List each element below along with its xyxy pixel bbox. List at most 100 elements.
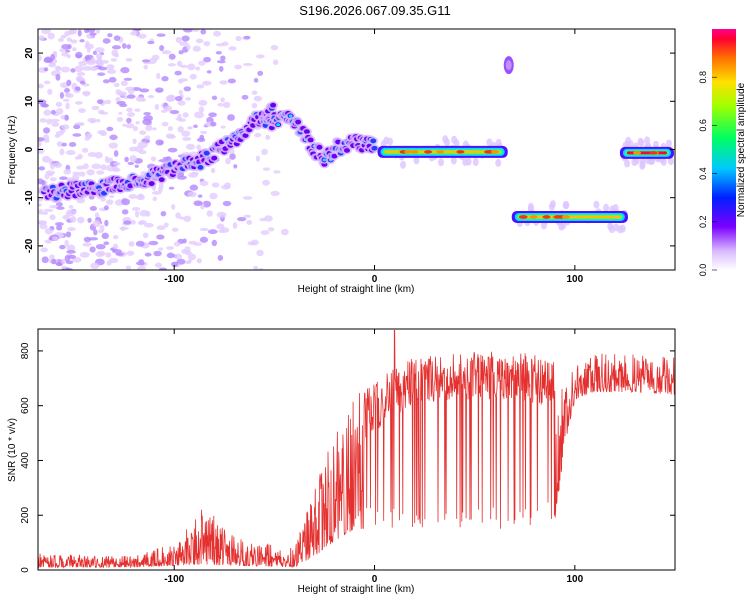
spectrogram-band-hotspot — [561, 215, 570, 219]
spectrogram-noise — [89, 66, 99, 72]
spectrogram-noise — [267, 227, 275, 232]
spectrogram-noise — [141, 59, 151, 63]
spectrogram-noise — [93, 229, 98, 236]
spectrogram-noise — [76, 72, 86, 76]
spectrogram-noise — [79, 80, 86, 85]
spectrogram-noise — [144, 252, 152, 257]
spectrogram-noise — [44, 228, 53, 235]
spectrogram-noise — [141, 98, 146, 102]
spectrogram-noise — [92, 50, 97, 56]
spectrogram-noise — [122, 123, 127, 127]
spectrogram-noise — [171, 227, 179, 232]
spectrogram-trace-cell — [303, 129, 310, 135]
spectrogram-noise — [89, 32, 97, 36]
spectrogram-noise — [74, 86, 81, 91]
spectrogram-noise — [137, 33, 147, 39]
spectrogram-noise — [47, 88, 53, 96]
spectrogram-x-tick-label: 100 — [566, 274, 583, 285]
spectrogram-noise — [264, 215, 273, 222]
spectrogram-noise — [163, 222, 169, 228]
spectrogram-band-hotspot — [553, 215, 562, 219]
spectrogram-noise — [206, 210, 213, 217]
spectrogram-noise — [220, 97, 225, 103]
spectrogram-noise — [167, 126, 173, 131]
spectrogram-noise — [113, 150, 119, 157]
spectrogram-noise — [183, 29, 193, 33]
spectrogram-noise — [199, 180, 209, 187]
spectrogram-noise — [158, 186, 164, 193]
spectrogram-noise — [66, 37, 72, 42]
spectrogram-noise — [59, 244, 66, 250]
spectrogram-noise — [105, 252, 112, 258]
spectrogram-noise — [143, 64, 149, 70]
spectrogram-noise — [260, 230, 270, 236]
spectrogram-noise — [101, 59, 110, 64]
spectrogram-noise — [154, 87, 164, 93]
spectrogram-noise — [56, 206, 65, 210]
spectrogram-noise — [91, 163, 102, 170]
spectrogram-noise — [241, 94, 249, 100]
snr-y-tick-label: 800 — [20, 342, 31, 359]
spectrogram-noise — [125, 265, 132, 270]
spectrogram-noise — [101, 232, 109, 240]
spectrogram-noise — [66, 244, 76, 252]
spectrogram-noise — [55, 107, 64, 115]
spectrogram-noise — [139, 130, 147, 135]
spectrogram-noise — [65, 49, 71, 53]
spectrogram-noise — [166, 252, 175, 259]
spectrogram-noise — [185, 97, 192, 101]
spectrogram-noise — [179, 41, 189, 47]
spectrogram-band-hotspot — [456, 150, 465, 154]
spectrogram-noise — [63, 168, 72, 175]
spectrogram-noise — [235, 35, 242, 42]
spectrogram-noise — [218, 65, 224, 72]
spectrogram-noise — [89, 205, 98, 211]
spectrogram-y-tick-label: -20 — [24, 238, 35, 253]
spectrogram-noise — [171, 261, 179, 267]
spectrogram-noise — [110, 58, 118, 62]
spectrogram-trace-cell — [270, 102, 277, 108]
spectrogram-noise — [43, 127, 51, 134]
spectrogram-noise — [181, 130, 191, 137]
spectrogram-band-hotspot — [436, 150, 445, 154]
spectrogram-noise — [224, 182, 231, 189]
spectrogram-noise — [179, 64, 189, 69]
spectrogram-trace-cell — [331, 153, 338, 159]
spectrogram-noise — [166, 246, 175, 250]
spectrogram-noise — [56, 141, 64, 147]
spectrogram-noise — [126, 250, 135, 256]
spectrogram-noise — [95, 47, 105, 53]
spectrogram-noise — [187, 259, 192, 263]
spectrogram-noise — [82, 163, 89, 170]
snr-x-tick-label: 0 — [372, 574, 378, 585]
figure-title: S196.2026.067.09.35.G11 — [299, 3, 451, 18]
spectrogram-noise — [100, 164, 107, 171]
snr-x-tick-label: 100 — [566, 574, 583, 585]
spectrogram-noise — [229, 153, 236, 160]
spectrogram-noise — [179, 78, 189, 82]
spectrogram-noise — [145, 210, 151, 217]
spectrogram-noise — [54, 66, 62, 71]
spectrogram-noise — [106, 64, 115, 70]
spectrogram-noise — [150, 156, 157, 162]
spectrogram-noise — [242, 196, 253, 200]
spectrogram-noise — [65, 149, 76, 156]
spectrogram-noise — [126, 117, 132, 124]
spectrogram-noise — [196, 258, 202, 264]
spectrogram-noise — [181, 35, 190, 42]
spectrogram-noise — [42, 155, 51, 163]
spectrogram-noise — [118, 91, 128, 97]
spectrogram-noise — [82, 65, 92, 71]
colorbar-tick-label: 0.0 — [698, 264, 708, 277]
spectrogram-noise — [119, 226, 130, 231]
spectrogram-noise — [154, 103, 160, 111]
spectrogram-band-hotspot — [518, 215, 527, 219]
spectrogram-noise — [55, 222, 64, 226]
spectrogram-noise — [208, 112, 217, 118]
spectrogram-noise — [189, 184, 199, 191]
spectrogram-noise — [174, 70, 182, 76]
spectrogram-trace-cell — [307, 137, 314, 143]
spectrogram-noise — [147, 40, 155, 45]
spectrogram-noise — [175, 36, 182, 43]
